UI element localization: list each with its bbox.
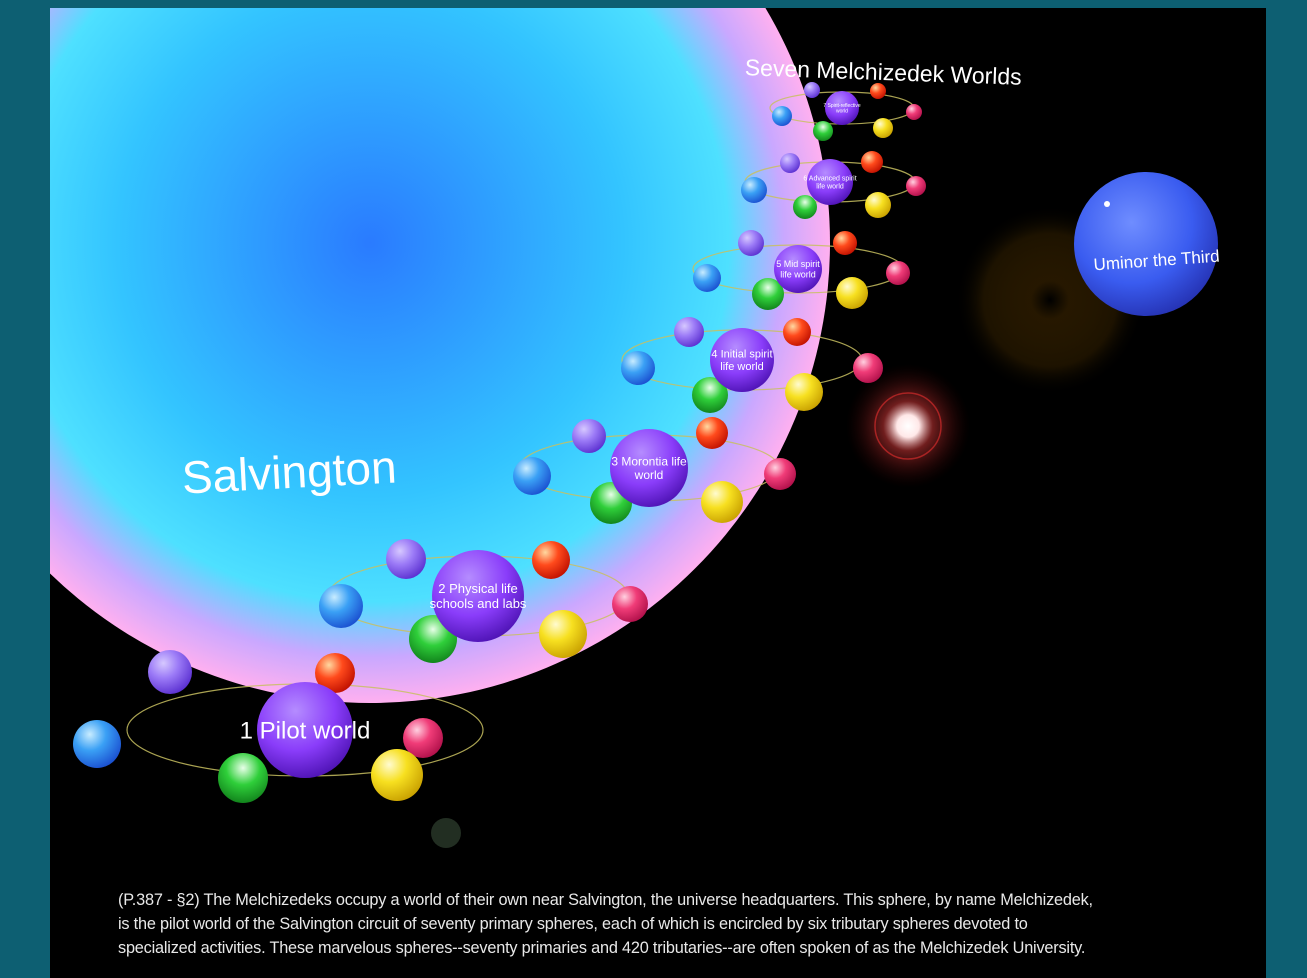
tributary-sphere-red xyxy=(532,541,570,579)
world-label: life world xyxy=(780,269,816,279)
tributary-sphere-blue xyxy=(772,106,792,126)
primary-world-sphere xyxy=(257,682,353,778)
tributary-sphere-yellow xyxy=(701,481,743,523)
primary-world-sphere xyxy=(610,429,688,507)
tributary-sphere-green xyxy=(218,753,268,803)
world-label: 1 Pilot world xyxy=(240,717,371,744)
caption: (P.387 - §2) The Melchizedeks occupy a w… xyxy=(118,888,1238,960)
world-label: 6 Advanced spirit xyxy=(803,175,856,182)
world-label: world xyxy=(836,109,848,115)
tributary-sphere-pink xyxy=(403,718,443,758)
tributary-sphere-pink xyxy=(612,586,648,622)
primary-world-sphere xyxy=(825,91,859,125)
bright-star xyxy=(846,364,970,488)
world-label: 4 Initial spirit xyxy=(711,349,772,361)
world-system-1: 1 Pilot world xyxy=(73,650,484,803)
tributary-sphere-yellow xyxy=(873,118,893,138)
tributary-sphere-red xyxy=(783,318,811,346)
salvington-label: Salvington xyxy=(181,440,398,503)
tributary-sphere-blue xyxy=(741,177,767,203)
tributary-sphere-yellow xyxy=(785,373,823,411)
tributary-sphere-red xyxy=(861,151,883,173)
diagram-svg: Salvington Uminor the Third Seven Melchi… xyxy=(50,8,1220,848)
tributary-sphere-purple xyxy=(804,82,820,98)
tributary-sphere-pink xyxy=(764,458,796,490)
world-label: 7 Spirit-reflective xyxy=(823,103,860,109)
faint-orb xyxy=(431,818,461,848)
world-label: 3 Morontia life xyxy=(611,454,687,468)
tributary-sphere-purple xyxy=(674,317,704,347)
tributary-sphere-red xyxy=(833,231,857,255)
world-label: life world xyxy=(816,183,844,190)
world-label: schools and labs xyxy=(430,596,527,611)
tributary-sphere-blue xyxy=(513,457,551,495)
uminor-highlight xyxy=(1104,201,1110,207)
tributary-sphere-green xyxy=(793,195,817,219)
tributary-sphere-green xyxy=(813,121,833,141)
tributary-sphere-purple xyxy=(738,230,764,256)
tributary-sphere-pink xyxy=(853,353,883,383)
tributary-sphere-red xyxy=(696,417,728,449)
primary-world-sphere xyxy=(432,550,524,642)
tributary-sphere-purple xyxy=(148,650,192,694)
tributary-sphere-red xyxy=(315,653,355,693)
tributary-sphere-blue xyxy=(621,351,655,385)
primary-world-sphere xyxy=(807,159,853,205)
tributary-sphere-blue xyxy=(319,584,363,628)
world-label: 5 Mid spirit xyxy=(776,259,820,269)
tributary-sphere-green xyxy=(752,278,784,310)
tributary-sphere-pink xyxy=(906,104,922,120)
tributary-sphere-yellow xyxy=(371,749,423,801)
caption-line-3: specialized activities. These marvelous … xyxy=(118,939,1086,957)
tributary-sphere-yellow xyxy=(539,610,587,658)
primary-world-sphere xyxy=(710,328,774,392)
caption-line-1: (P.387 - §2) The Melchizedeks occupy a w… xyxy=(118,891,1093,909)
tributary-sphere-yellow xyxy=(836,277,868,309)
tributary-sphere-pink xyxy=(906,176,926,196)
world-label: life world xyxy=(720,361,763,373)
diagram-canvas: Salvington Uminor the Third Seven Melchi… xyxy=(50,8,1266,978)
tributary-sphere-blue xyxy=(73,720,121,768)
salvington-sphere xyxy=(50,8,830,703)
primary-world-sphere xyxy=(774,245,822,293)
tributary-sphere-purple xyxy=(572,419,606,453)
caption-line-2: is the pilot world of the Salvington cir… xyxy=(118,915,1028,933)
world-label: 2 Physical life xyxy=(438,581,517,596)
tributary-sphere-purple xyxy=(386,539,426,579)
bright-star-ring xyxy=(874,392,942,460)
world-label: world xyxy=(634,468,664,482)
tributary-sphere-green xyxy=(692,377,728,413)
tributary-sphere-pink xyxy=(886,261,910,285)
tributary-sphere-blue xyxy=(693,264,721,292)
tributary-sphere-purple xyxy=(780,153,800,173)
tributary-sphere-red xyxy=(870,83,886,99)
uminor-sphere xyxy=(1074,172,1218,316)
tributary-sphere-yellow xyxy=(865,192,891,218)
